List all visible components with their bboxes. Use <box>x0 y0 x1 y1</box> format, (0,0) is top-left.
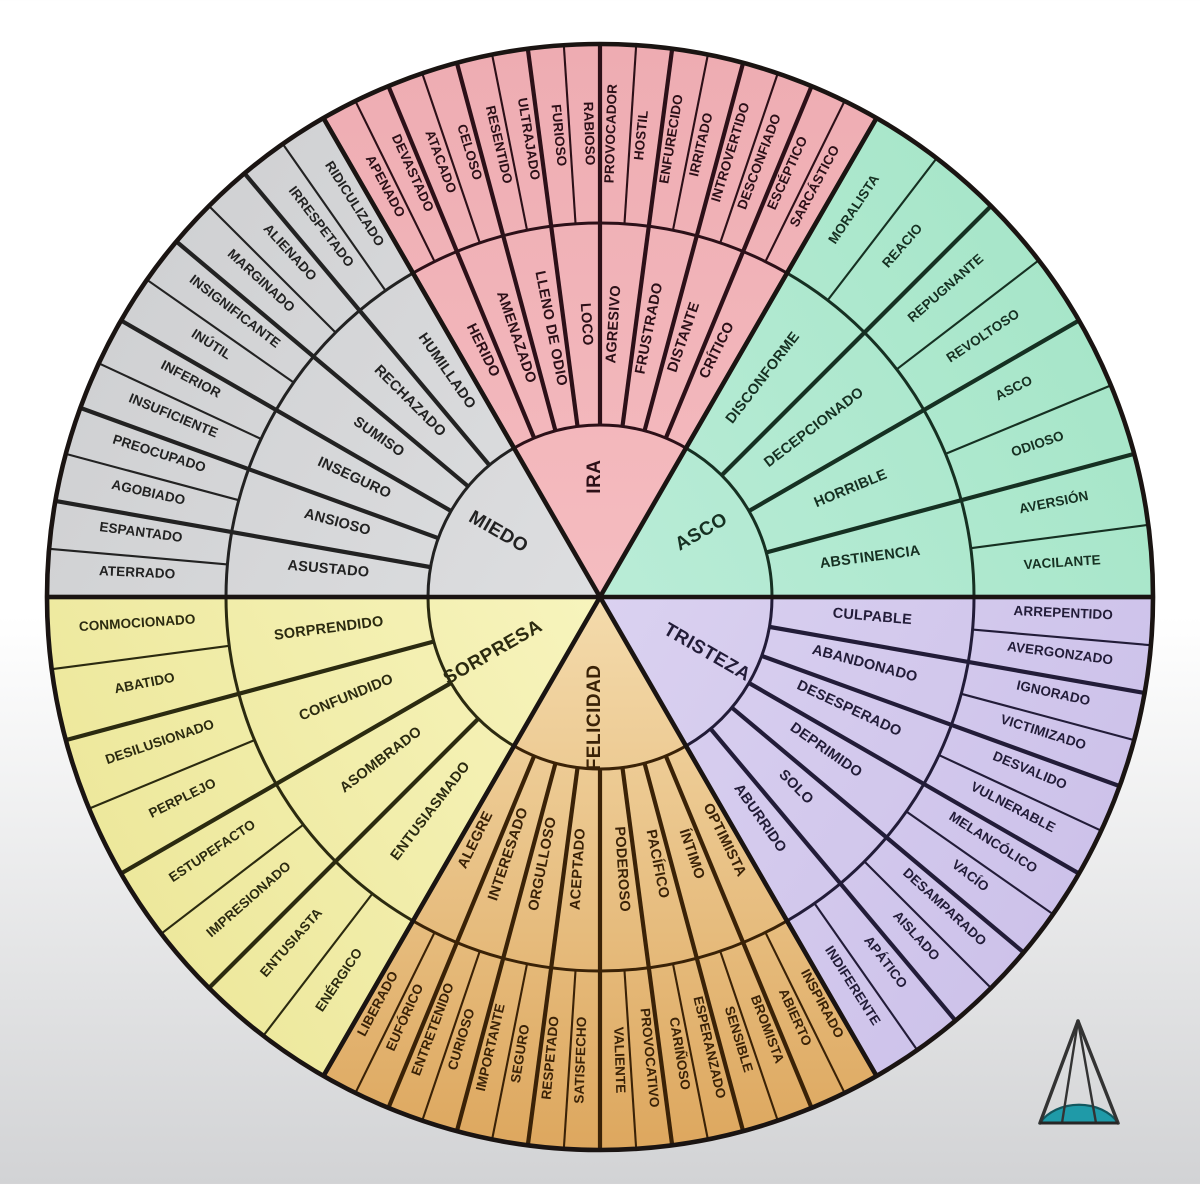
svg-text:RABIOSO: RABIOSO <box>581 102 598 166</box>
svg-text:VALIENTE: VALIENTE <box>611 1027 628 1094</box>
svg-text:LOCO: LOCO <box>577 302 596 346</box>
svg-text:SATISFECHO: SATISFECHO <box>571 1016 589 1103</box>
svg-text:IRA: IRA <box>584 459 605 493</box>
svg-text:FELICIDAD: FELICIDAD <box>584 664 605 770</box>
